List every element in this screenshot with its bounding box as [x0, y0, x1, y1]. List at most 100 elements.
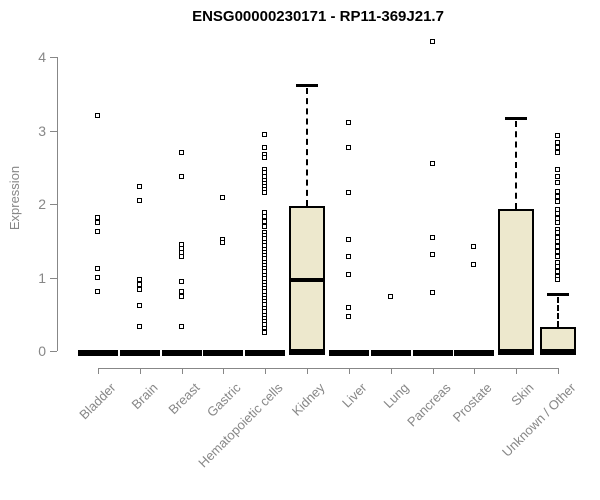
data-point	[555, 244, 560, 249]
box-bottom-bar	[498, 350, 534, 355]
data-point	[137, 277, 142, 282]
data-point	[555, 174, 560, 179]
data-point	[346, 120, 351, 125]
x-axis-tick	[140, 368, 141, 374]
data-point	[430, 161, 435, 166]
data-point	[95, 113, 100, 118]
collapsed-box-bar	[329, 350, 369, 356]
collapsed-box-bar	[245, 350, 285, 356]
x-axis-tick	[265, 368, 266, 374]
data-point	[137, 198, 142, 203]
data-point	[346, 272, 351, 277]
box-bottom-bar	[289, 350, 325, 355]
boxplot-box	[540, 327, 576, 351]
collapsed-box-bar	[78, 350, 118, 356]
data-point	[262, 190, 267, 195]
data-point	[262, 214, 267, 219]
data-point	[95, 215, 100, 220]
data-point	[555, 264, 560, 269]
whisker-line	[515, 121, 517, 210]
y-tick-label: 1	[38, 270, 46, 286]
collapsed-box-bar	[413, 350, 453, 356]
y-tick-label: 2	[38, 196, 46, 212]
data-point	[555, 140, 560, 145]
x-axis-tick	[349, 368, 350, 374]
data-point	[555, 180, 560, 185]
x-axis-tick	[391, 368, 392, 374]
data-point	[471, 262, 476, 267]
x-axis-tick	[516, 368, 517, 374]
data-point	[555, 220, 560, 225]
data-point	[555, 194, 560, 199]
data-point	[137, 184, 142, 189]
collapsed-box-bar	[162, 350, 202, 356]
data-point	[262, 132, 267, 137]
data-point	[346, 314, 351, 319]
data-point	[346, 190, 351, 195]
data-point	[555, 230, 560, 235]
whisker-line	[306, 87, 308, 207]
data-point	[179, 174, 184, 179]
box-bottom-bar	[540, 350, 576, 355]
data-point	[95, 220, 100, 225]
data-point	[430, 252, 435, 257]
x-axis-line	[98, 368, 558, 369]
data-point	[555, 277, 560, 282]
whisker-cap	[547, 292, 569, 296]
data-point	[179, 289, 184, 294]
data-point	[555, 211, 560, 216]
data-point	[95, 266, 100, 271]
y-axis-line	[57, 57, 58, 351]
data-point	[179, 279, 184, 284]
data-point	[262, 219, 267, 224]
y-axis-tick	[50, 351, 57, 352]
data-point	[95, 229, 100, 234]
data-point	[262, 330, 267, 335]
y-axis-tick	[50, 278, 57, 279]
data-point	[346, 305, 351, 310]
data-point	[555, 167, 560, 172]
x-axis-tick	[433, 368, 434, 374]
y-tick-label: 4	[38, 49, 46, 65]
data-point	[179, 150, 184, 155]
data-point	[430, 290, 435, 295]
data-point	[95, 275, 100, 280]
data-point	[137, 282, 142, 287]
data-point	[220, 240, 225, 245]
data-point	[555, 199, 560, 204]
data-point	[430, 235, 435, 240]
data-point	[137, 324, 142, 329]
x-axis-tick	[474, 368, 475, 374]
data-point	[555, 133, 560, 138]
data-point	[346, 237, 351, 242]
y-axis-tick	[50, 57, 57, 58]
y-tick-label: 3	[38, 123, 46, 139]
data-point	[471, 244, 476, 249]
data-point	[555, 189, 560, 194]
data-point	[430, 39, 435, 44]
data-point	[555, 239, 560, 244]
x-axis-tick	[558, 368, 559, 374]
collapsed-box-bar	[454, 350, 494, 356]
data-point	[555, 145, 560, 150]
data-point	[555, 269, 560, 274]
data-point	[179, 294, 184, 299]
whisker-cap	[505, 117, 527, 120]
collapsed-box-bar	[120, 350, 160, 356]
data-point	[555, 254, 560, 259]
data-point	[137, 287, 142, 292]
whisker-line	[557, 296, 559, 328]
data-point	[262, 145, 267, 150]
data-point	[346, 254, 351, 259]
x-axis-tick	[223, 368, 224, 374]
data-point	[95, 289, 100, 294]
data-point	[346, 145, 351, 150]
x-axis-tick	[307, 368, 308, 374]
median-line	[289, 277, 325, 282]
data-point	[262, 155, 267, 160]
data-point	[220, 195, 225, 200]
data-point	[555, 249, 560, 254]
chart-title: ENSG00000230171 - RP11-369J21.7	[192, 8, 444, 25]
data-point	[388, 294, 393, 299]
y-axis-tick	[50, 204, 57, 205]
